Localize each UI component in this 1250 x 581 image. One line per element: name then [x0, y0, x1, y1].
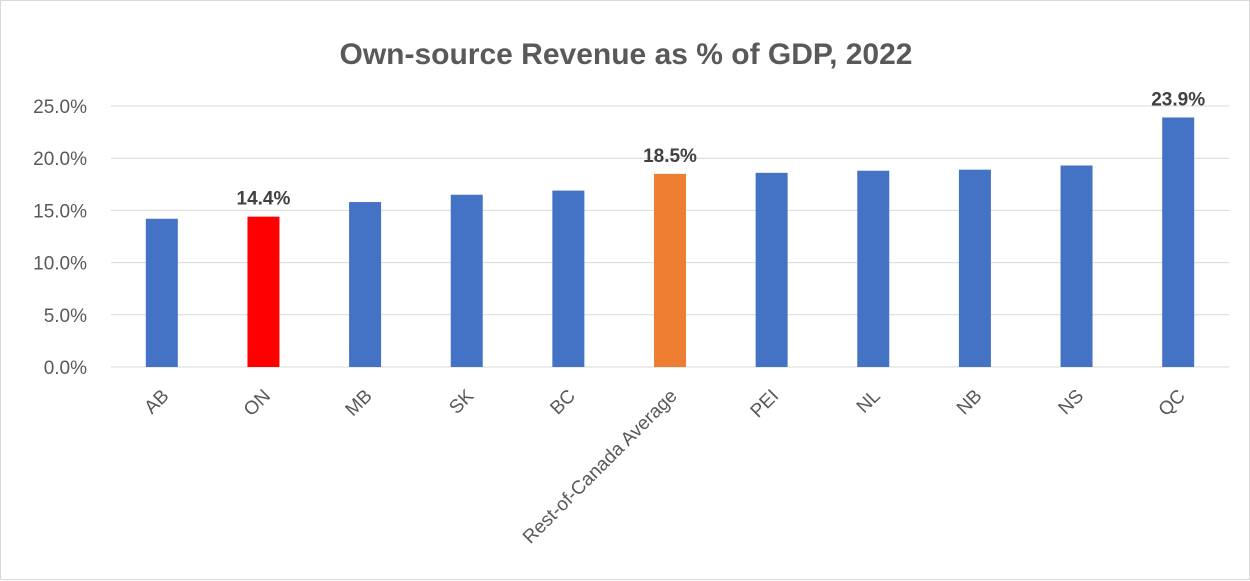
x-category-label: BC	[546, 386, 580, 420]
bar-ab	[145, 218, 178, 367]
bar-nl	[857, 170, 890, 367]
bars	[145, 117, 1195, 367]
x-category-label: NB	[953, 386, 987, 420]
y-tick-label: 20.0%	[33, 149, 87, 170]
bar-mb	[349, 202, 382, 367]
x-category-label: ON	[240, 386, 275, 421]
bar-rest-of-canada-average	[654, 173, 686, 367]
x-category-label: NL	[853, 386, 885, 418]
x-category-label: PEI	[747, 386, 784, 423]
y-tick-label: 5.0%	[44, 306, 87, 327]
x-category-label: QC	[1155, 386, 1190, 421]
bar-on	[247, 216, 280, 367]
bar-pei	[755, 172, 788, 367]
x-category-label: NS	[1055, 386, 1089, 420]
x-category-label: Rest-of-Canada Average	[519, 386, 681, 548]
bar-sk	[450, 194, 483, 367]
chart-title: Own-source Revenue as % of GDP, 2022	[339, 38, 912, 71]
y-tick-label: 15.0%	[33, 201, 87, 222]
y-axis-ticks: 0.0% 5.0% 10.0% 15.0% 20.0% 25.0%	[33, 97, 87, 379]
x-category-label: MB	[342, 386, 377, 421]
data-label: 14.4%	[237, 189, 291, 210]
data-label: 23.9%	[1151, 89, 1205, 110]
x-category-label: AB	[141, 386, 174, 419]
data-label: 18.5%	[643, 146, 697, 167]
bar-ns	[1060, 165, 1093, 367]
y-tick-label: 25.0%	[33, 97, 87, 118]
bar-qc	[1162, 117, 1195, 367]
y-tick-label: 10.0%	[33, 254, 87, 275]
x-category-label: SK	[445, 385, 478, 418]
bar-bc	[552, 190, 585, 367]
bar-nb	[958, 169, 991, 367]
y-tick-label: 0.0%	[44, 358, 87, 379]
data-labels: 14.4% 18.5% 23.9%	[237, 89, 1206, 209]
